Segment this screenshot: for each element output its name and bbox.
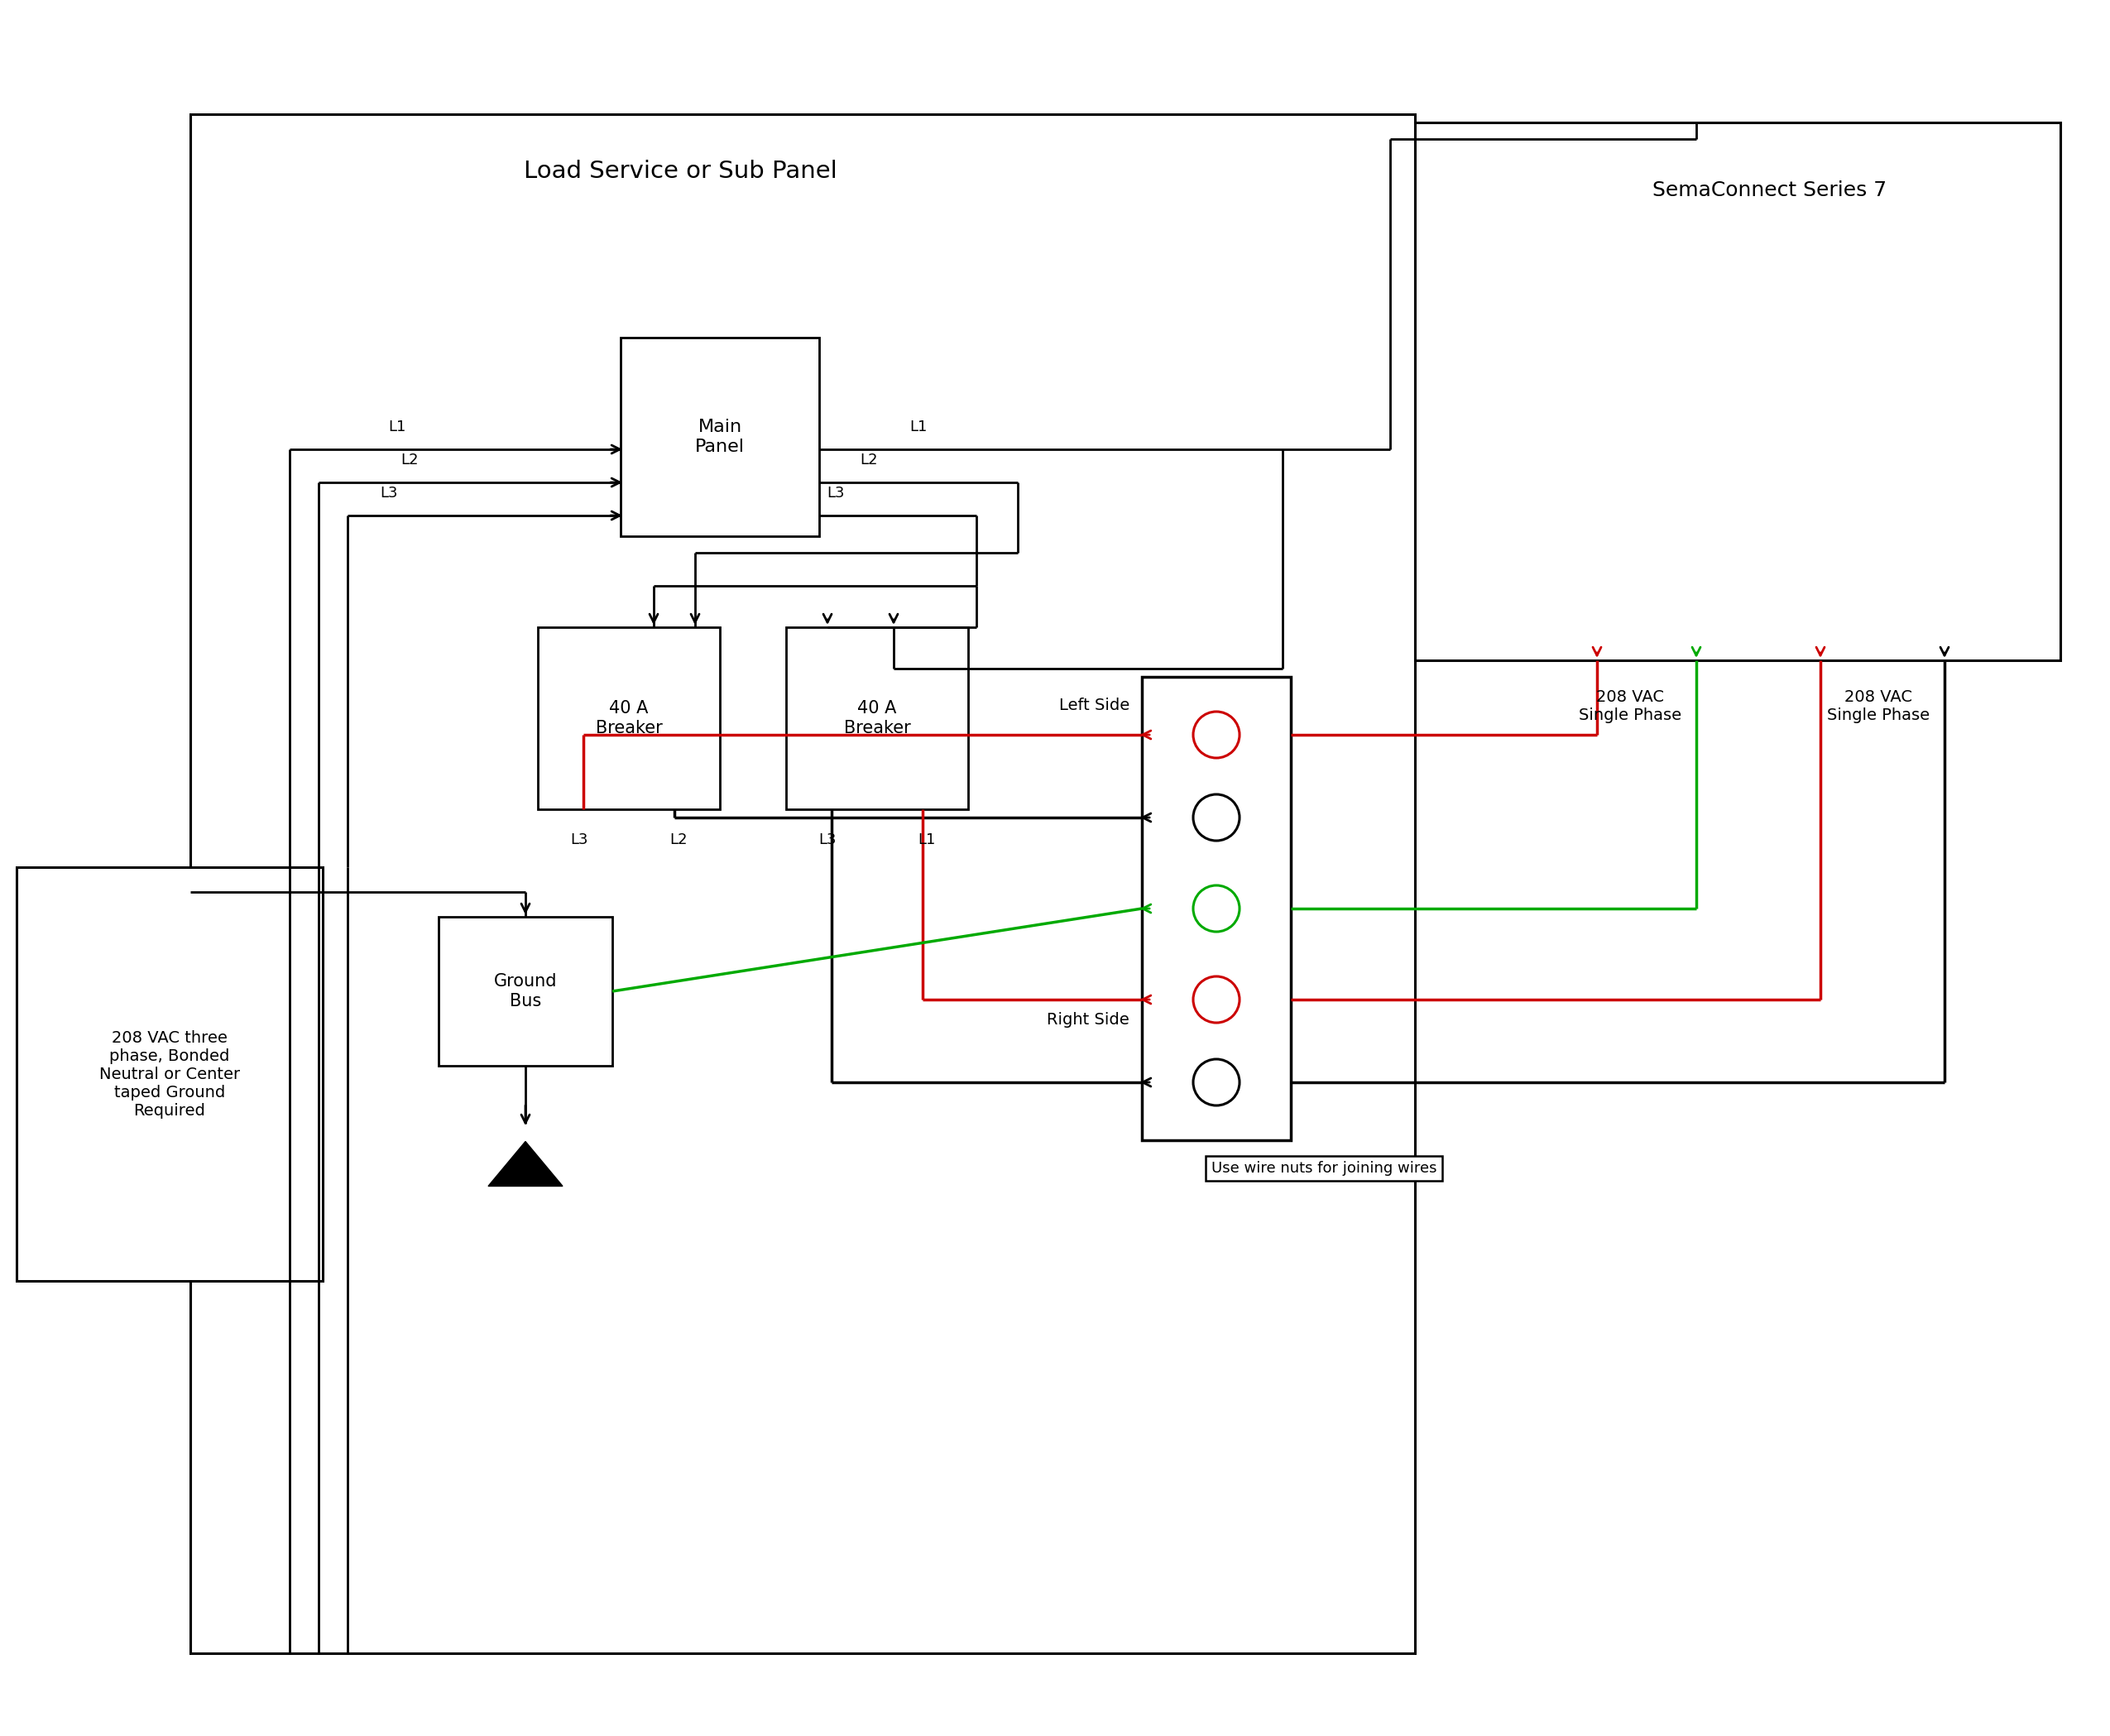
Text: L2: L2 bbox=[861, 453, 878, 467]
Text: 208 VAC three
phase, Bonded
Neutral or Center
taped Ground
Required: 208 VAC three phase, Bonded Neutral or C… bbox=[99, 1029, 241, 1118]
Text: L3: L3 bbox=[570, 833, 589, 847]
Text: Left Side: Left Side bbox=[1059, 698, 1129, 713]
Circle shape bbox=[1192, 1059, 1239, 1106]
Text: Right Side: Right Side bbox=[1047, 1012, 1129, 1028]
Bar bbox=[17, 868, 323, 1281]
Bar bbox=[538, 627, 720, 809]
Text: L1: L1 bbox=[918, 833, 935, 847]
Text: L3: L3 bbox=[827, 486, 844, 500]
Text: L2: L2 bbox=[669, 833, 688, 847]
Polygon shape bbox=[487, 1142, 563, 1186]
Text: L2: L2 bbox=[401, 453, 418, 467]
Text: 208 VAC
Single Phase: 208 VAC Single Phase bbox=[1578, 689, 1682, 724]
Text: Use wire nuts for joining wires: Use wire nuts for joining wires bbox=[1211, 1161, 1437, 1175]
Text: L1: L1 bbox=[388, 420, 405, 434]
Bar bbox=[1416, 123, 2059, 660]
Text: SemaConnect Series 7: SemaConnect Series 7 bbox=[1652, 181, 1886, 200]
Circle shape bbox=[1192, 885, 1239, 932]
Text: 208 VAC
Single Phase: 208 VAC Single Phase bbox=[1827, 689, 1931, 724]
Text: Main
Panel: Main Panel bbox=[694, 418, 745, 455]
Bar bbox=[787, 627, 968, 809]
Text: 40 A
Breaker: 40 A Breaker bbox=[595, 700, 663, 736]
Circle shape bbox=[1192, 795, 1239, 840]
Circle shape bbox=[1192, 712, 1239, 759]
Text: Ground
Bus: Ground Bus bbox=[494, 974, 557, 1009]
Text: L1: L1 bbox=[909, 420, 926, 434]
Bar bbox=[439, 917, 612, 1066]
Bar bbox=[1142, 677, 1291, 1141]
Text: L3: L3 bbox=[819, 833, 836, 847]
Text: L3: L3 bbox=[380, 486, 399, 500]
Bar bbox=[620, 337, 819, 536]
Bar bbox=[190, 115, 1416, 1653]
Circle shape bbox=[1192, 976, 1239, 1023]
Text: Load Service or Sub Panel: Load Service or Sub Panel bbox=[523, 160, 838, 182]
Text: 40 A
Breaker: 40 A Breaker bbox=[844, 700, 912, 736]
